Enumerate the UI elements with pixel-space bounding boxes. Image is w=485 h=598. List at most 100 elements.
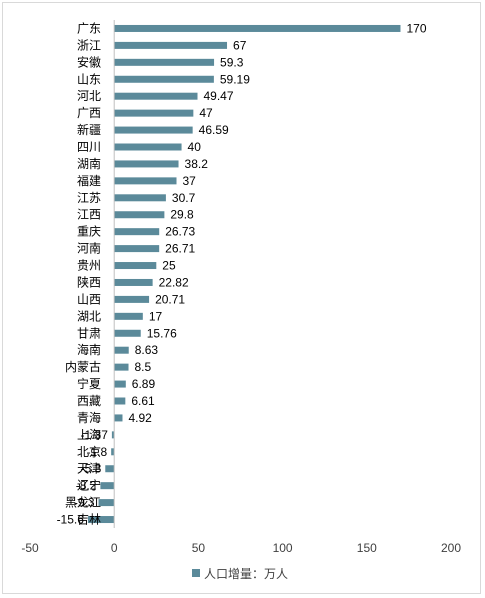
data-label: -9.3 [74, 496, 95, 510]
bar [114, 194, 166, 202]
category-label: 四川 [77, 140, 101, 154]
data-label: 37 [183, 174, 197, 188]
data-label: 22.82 [159, 275, 189, 289]
bar [111, 431, 115, 439]
bar [114, 126, 193, 134]
category-label: 辽宁 [77, 478, 101, 493]
bar [114, 295, 150, 303]
bar [114, 329, 141, 337]
bar [114, 160, 179, 168]
data-label: 46.59 [199, 123, 229, 137]
data-label: 38.2 [185, 157, 209, 171]
bar [114, 177, 177, 185]
data-label: 4.92 [128, 411, 152, 425]
category-label: 宁夏 [77, 376, 101, 391]
x-tick-label: 200 [441, 541, 461, 555]
data-label: 6.61 [131, 394, 155, 408]
bar [114, 24, 401, 32]
bar [114, 262, 157, 270]
bar [114, 58, 215, 66]
legend-label: 人口增量：万人 [204, 567, 288, 581]
category-label: 内蒙古 [65, 359, 101, 374]
data-label: 6.89 [132, 377, 156, 391]
bar [100, 482, 115, 490]
data-label: 170 [406, 21, 426, 35]
category-label: 甘肃 [77, 326, 101, 340]
data-label: 20.71 [155, 292, 185, 306]
category-label: 浙江 [77, 38, 101, 52]
category-label: 山东 [77, 72, 101, 86]
bar [114, 414, 123, 422]
category-label: 福建 [77, 173, 101, 188]
x-tick-label: 150 [357, 541, 377, 555]
category-label: 吉林 [77, 513, 101, 527]
data-label: 40 [188, 140, 202, 154]
category-label: 天津 [77, 462, 101, 476]
category-label: 陕西 [77, 274, 101, 289]
data-label: -15.6 [57, 513, 85, 527]
bar [105, 465, 115, 473]
bar [114, 278, 153, 286]
category-label: 北京 [77, 445, 101, 459]
data-label: 47 [199, 106, 213, 120]
data-label: 59.3 [220, 55, 244, 69]
data-label: -5.3 [81, 462, 102, 476]
chart-frame [2, 2, 481, 594]
bar [98, 499, 115, 507]
bar [111, 448, 115, 456]
data-label: 25 [162, 259, 176, 273]
data-label: 17 [149, 309, 163, 323]
x-tick-label: 100 [273, 541, 293, 555]
category-label: 河南 [77, 241, 101, 256]
category-label: 江苏 [77, 191, 101, 205]
category-label: 青海 [77, 410, 101, 425]
bar [114, 363, 129, 371]
data-label: 59.19 [220, 72, 250, 86]
data-label: 26.71 [165, 242, 195, 256]
bar [87, 516, 115, 524]
category-label: 重庆 [77, 225, 101, 239]
bar [114, 109, 194, 117]
data-label: 15.76 [147, 326, 177, 340]
bar [114, 312, 143, 320]
data-label: 26.73 [165, 225, 195, 239]
data-label: 8.63 [135, 343, 159, 357]
legend-swatch [192, 569, 200, 577]
category-label: 黑龙江 [65, 496, 101, 510]
bar [114, 346, 129, 354]
bar [114, 245, 160, 253]
bar [114, 41, 228, 49]
data-label: -1.8 [86, 445, 107, 459]
category-label: 山西 [77, 292, 101, 306]
category-label: 广东 [77, 21, 101, 35]
category-label: 新疆 [77, 122, 101, 137]
bar [114, 75, 214, 83]
data-label: 29.8 [170, 208, 194, 222]
data-label: 49.47 [204, 89, 234, 103]
category-label: 海南 [77, 342, 101, 357]
category-label: 湖南 [77, 156, 101, 171]
category-label: 河北 [77, 89, 101, 103]
bar [114, 228, 160, 236]
category-label: 上海 [77, 427, 101, 442]
x-tick-label: -50 [21, 541, 39, 555]
data-label: 8.5 [135, 360, 152, 374]
data-label: 30.7 [172, 191, 196, 205]
bar [114, 380, 126, 388]
data-label: -8.2 [76, 479, 97, 493]
bar [114, 92, 198, 100]
x-tick-label: 50 [192, 541, 206, 555]
data-label: -1.37 [81, 428, 109, 442]
bar [114, 143, 182, 151]
category-label: 贵州 [77, 259, 101, 273]
category-label: 江西 [77, 208, 101, 222]
bar [114, 211, 165, 219]
category-label: 西藏 [77, 394, 101, 408]
data-label: 67 [233, 38, 247, 52]
bar [114, 397, 126, 405]
category-label: 安徽 [77, 54, 101, 69]
category-label: 湖北 [77, 308, 101, 323]
category-label: 广西 [77, 106, 101, 120]
x-tick-label: 0 [111, 541, 118, 555]
